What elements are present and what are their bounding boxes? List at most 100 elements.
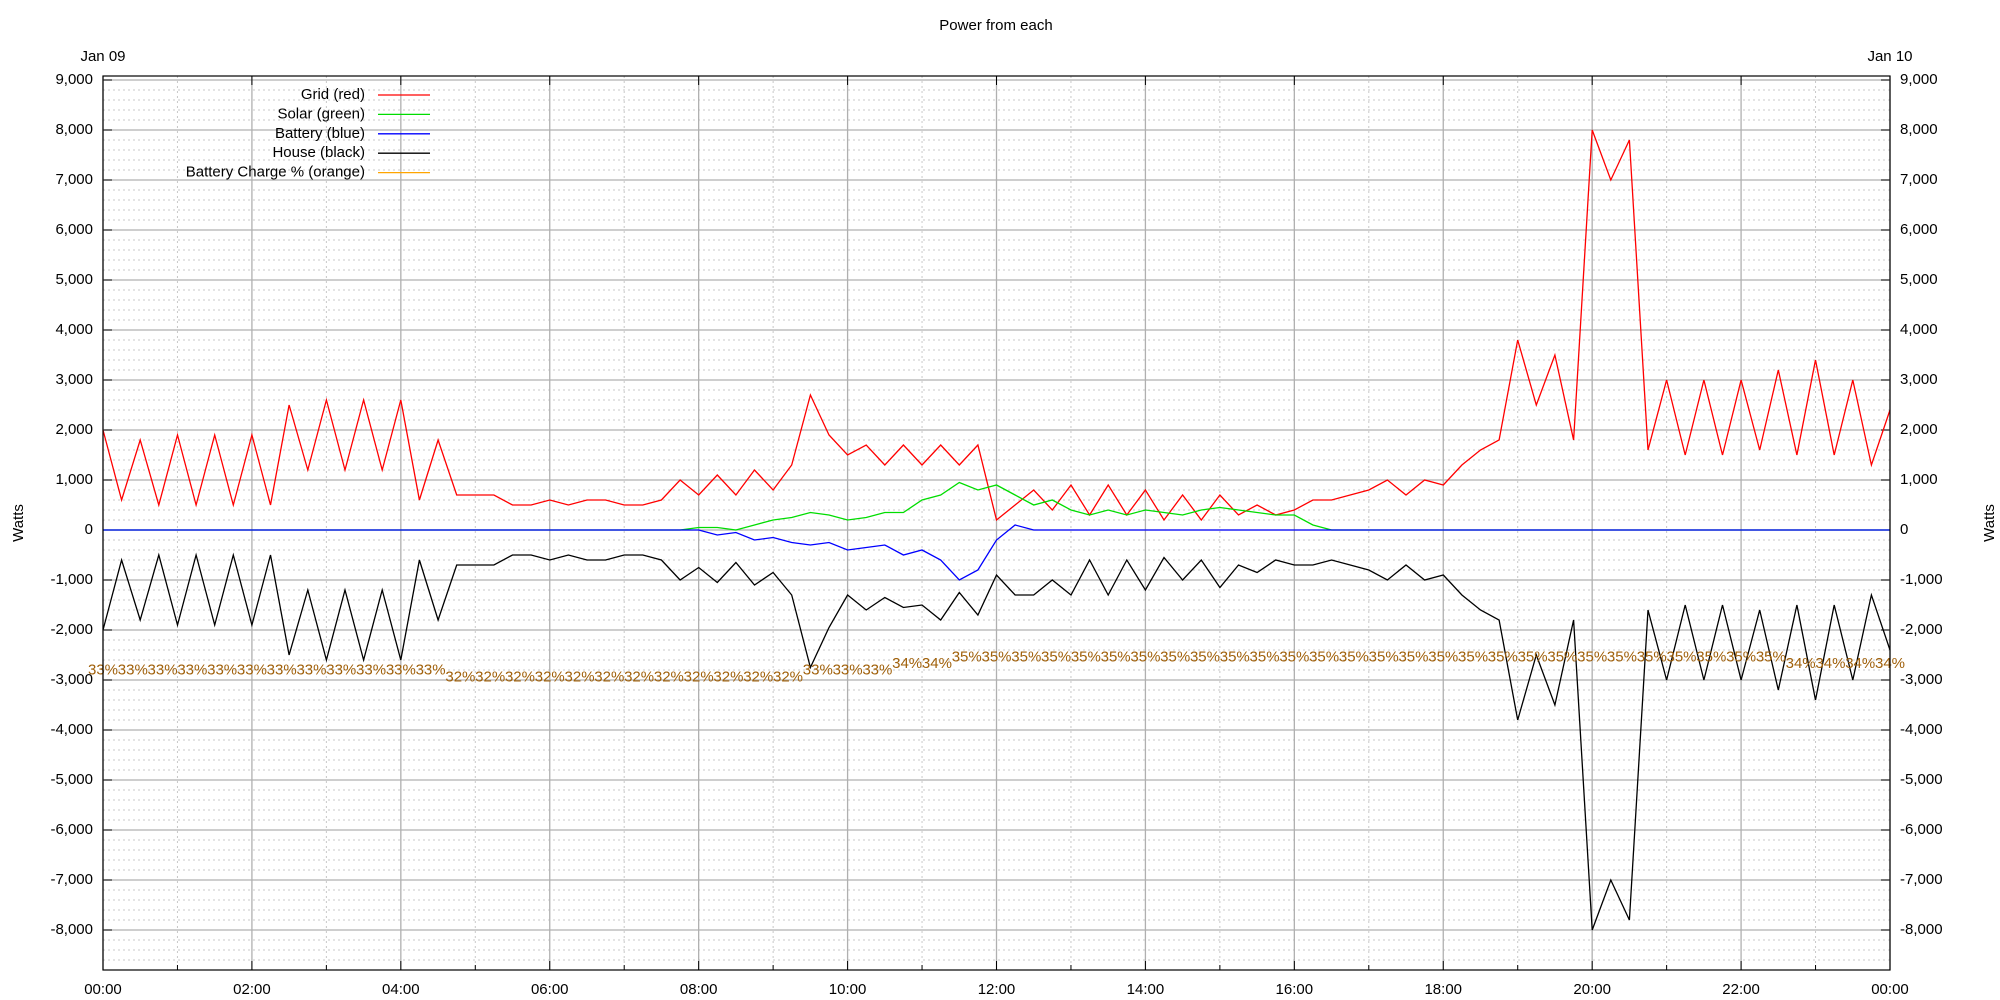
charge-label: 35% — [1071, 648, 1101, 665]
charge-label: 32% — [743, 668, 773, 685]
charge-label: 35% — [1130, 648, 1160, 665]
charge-label: 35% — [1011, 648, 1041, 665]
y2-tick-label: -7,000 — [1900, 871, 1943, 888]
charge-label: 33% — [386, 662, 416, 679]
y-tick-label: 2,000 — [55, 421, 93, 438]
charge-label: 35% — [1577, 648, 1607, 665]
x-tick-label: 18:00 — [1424, 981, 1462, 998]
charge-label: 32% — [684, 668, 714, 685]
y2-tick-label: 9,000 — [1900, 71, 1938, 88]
charge-label: 35% — [1756, 648, 1786, 665]
charge-label: 34% — [1786, 655, 1816, 672]
y-tick-label: -5,000 — [50, 771, 93, 788]
y-tick-label: 4,000 — [55, 321, 93, 338]
legend-label: Battery Charge % (orange) — [186, 164, 365, 181]
x-tick-label: 06:00 — [531, 981, 569, 998]
y2-axis-label: Watts — [1981, 504, 1998, 542]
charge-label: 33% — [833, 662, 863, 679]
charge-label: 35% — [1160, 648, 1190, 665]
y-tick-label: 5,000 — [55, 271, 93, 288]
series-line — [103, 524, 1890, 581]
charge-label: 32% — [565, 668, 595, 685]
series-line — [102, 552, 1891, 931]
x-tick-label: 22:00 — [1722, 981, 1760, 998]
charge-label: 32% — [445, 668, 475, 685]
charge-label: 33% — [416, 662, 446, 679]
x-tick-label: 00:00 — [1871, 981, 1909, 998]
x-tick-label: 08:00 — [680, 981, 718, 998]
charge-label: 33% — [207, 662, 237, 679]
charge-label: 35% — [1667, 648, 1697, 665]
x-tick-label: 12:00 — [978, 981, 1016, 998]
legend-label: Solar (green) — [277, 105, 365, 122]
charge-label: 35% — [1190, 648, 1220, 665]
y2-tick-label: -2,000 — [1900, 621, 1943, 638]
charge-label: 35% — [1279, 648, 1309, 665]
charge-label: 33% — [296, 662, 326, 679]
y-tick-label: -6,000 — [50, 821, 93, 838]
charge-label: 33% — [237, 662, 267, 679]
x-tick-label: 02:00 — [233, 981, 271, 998]
y2-tick-label: -5,000 — [1900, 771, 1943, 788]
charge-label: 32% — [713, 668, 743, 685]
charge-label: 35% — [1607, 648, 1637, 665]
y2-tick-label: -3,000 — [1900, 671, 1943, 688]
y-tick-label: 7,000 — [55, 171, 93, 188]
y-tick-label: -2,000 — [50, 621, 93, 638]
y-tick-label: 6,000 — [55, 221, 93, 238]
charge-label: 35% — [1220, 648, 1250, 665]
y2-tick-label: -1,000 — [1900, 571, 1943, 588]
charge-label: 32% — [773, 668, 803, 685]
y2-tick-label: 8,000 — [1900, 121, 1938, 138]
y2-tick-label: -6,000 — [1900, 821, 1943, 838]
charge-label: 35% — [1339, 648, 1369, 665]
legend-label: Grid (red) — [301, 86, 365, 103]
charge-label: 33% — [177, 662, 207, 679]
x-tick-label: 04:00 — [382, 981, 420, 998]
y2-tick-label: 2,000 — [1900, 421, 1938, 438]
x-tick-label: 00:00 — [84, 981, 122, 998]
x-tick-label: 20:00 — [1573, 981, 1611, 998]
y2-tick-label: 3,000 — [1900, 371, 1938, 388]
charge-label: 35% — [1696, 648, 1726, 665]
y-tick-label: -8,000 — [50, 921, 93, 938]
charge-label: 33% — [148, 662, 178, 679]
charge-label: 32% — [654, 668, 684, 685]
charge-label: 34% — [892, 655, 922, 672]
charge-label: 32% — [624, 668, 654, 685]
y2-tick-label: 4,000 — [1900, 321, 1938, 338]
y-tick-label: -7,000 — [50, 871, 93, 888]
legend-label: Battery (blue) — [275, 125, 365, 142]
charge-label: 32% — [475, 668, 505, 685]
y2-tick-label: 0 — [1900, 521, 1908, 538]
y-axis-label: Watts — [10, 504, 27, 542]
charge-label: 33% — [118, 662, 148, 679]
charge-label: 32% — [594, 668, 624, 685]
charge-label: 33% — [862, 662, 892, 679]
plot-border — [102, 75, 1891, 971]
y2-tick-label: 1,000 — [1900, 471, 1938, 488]
charge-label: 35% — [1726, 648, 1756, 665]
charge-label: 35% — [1488, 648, 1518, 665]
legend-label: House (black) — [272, 144, 365, 161]
charge-label: 34% — [1845, 655, 1875, 672]
charge-label: 35% — [1101, 648, 1131, 665]
charge-label: 35% — [1458, 648, 1488, 665]
x-tick-label: 14:00 — [1127, 981, 1165, 998]
x-tick-label: 10:00 — [829, 981, 867, 998]
plot-area: 33% 33% 33% 33% 33% 33% 33% 33% 33% 33% 33% 33% 32% 3… — [88, 129, 1905, 931]
y-tick-label: 1,000 — [55, 471, 93, 488]
charge-label: 35% — [1250, 648, 1280, 665]
date-end: Jan 10 — [1867, 48, 1912, 65]
charge-label: 35% — [1309, 648, 1339, 665]
series-line — [102, 129, 1891, 522]
chart-title: Power from each — [939, 17, 1052, 34]
charge-label: 35% — [1041, 648, 1071, 665]
charge-label: 32% — [535, 668, 565, 685]
charge-label: 32% — [505, 668, 535, 685]
y2-tick-label: -4,000 — [1900, 721, 1943, 738]
charge-label: 33% — [803, 662, 833, 679]
charge-label: 35% — [1637, 648, 1667, 665]
y-tick-label: 9,000 — [55, 71, 93, 88]
